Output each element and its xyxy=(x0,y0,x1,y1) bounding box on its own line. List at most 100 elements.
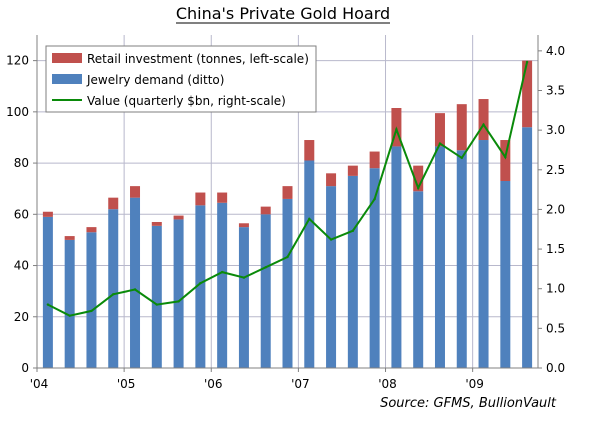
left-tick-label: 120 xyxy=(6,54,29,68)
value-line xyxy=(46,60,529,317)
value-point xyxy=(46,303,50,306)
right-tick-label: 1.0 xyxy=(546,282,565,296)
value-point xyxy=(329,238,333,241)
bar-jewelry xyxy=(282,198,293,368)
left-axis-ticks: 0 20 40 60 80 100 120 xyxy=(6,54,37,375)
value-point xyxy=(438,142,442,145)
right-tick-label: 2.5 xyxy=(546,163,565,177)
value-point xyxy=(416,186,420,190)
x-tick-label: '07 xyxy=(291,377,310,391)
bar-jewelry xyxy=(413,191,424,368)
right-axis-ticks: 0.0 0.5 1.0 1.5 2.0 2.5 3.0 3.5 4.0 xyxy=(538,44,565,375)
bar-jewelry xyxy=(64,239,75,368)
x-tick-label: '09 xyxy=(465,377,484,391)
legend-label-jewelry: Jewelry demand (ditto) xyxy=(86,73,224,87)
bar-retail xyxy=(434,113,445,147)
bar-retail xyxy=(86,227,97,233)
right-tick-label: 4.0 xyxy=(546,44,565,58)
value-point xyxy=(90,309,93,313)
value-point xyxy=(155,303,159,306)
value-point xyxy=(482,123,485,126)
bar-jewelry xyxy=(347,175,358,368)
legend-swatch-retail xyxy=(52,53,82,63)
bar-jewelry xyxy=(434,146,445,368)
value-point xyxy=(68,314,71,317)
bar-jewelry xyxy=(195,205,206,368)
right-tick-label: 0.5 xyxy=(546,321,565,335)
bar-jewelry xyxy=(130,197,141,368)
value-point xyxy=(242,276,246,279)
value-point xyxy=(395,128,398,131)
right-tick-label: 1.5 xyxy=(546,242,565,256)
legend: Retail investment (tonnes, left-scale) J… xyxy=(45,45,317,113)
bar-jewelry xyxy=(108,209,119,368)
left-tick-label: 20 xyxy=(14,310,29,324)
bar-retail xyxy=(304,140,315,161)
x-tick-label: '08 xyxy=(378,377,397,391)
bar-retail xyxy=(195,192,206,206)
bar-retail xyxy=(64,236,75,240)
bar-retail xyxy=(238,223,249,228)
bar-retail xyxy=(260,206,271,215)
bar-jewelry xyxy=(500,181,511,368)
value-point xyxy=(504,155,507,159)
right-tick-label: 3.5 xyxy=(546,84,565,98)
bar-jewelry xyxy=(260,214,271,368)
value-point xyxy=(133,288,137,291)
bar-jewelry xyxy=(391,146,402,368)
bar-jewelry xyxy=(456,150,467,368)
bar-retail xyxy=(347,165,358,176)
bar-jewelry xyxy=(238,227,249,368)
left-tick-label: 80 xyxy=(14,156,29,170)
bar-retail xyxy=(130,186,141,198)
legend-label-retail: Retail investment (tonnes, left-scale) xyxy=(87,52,309,66)
bar-retail xyxy=(173,215,184,220)
left-tick-label: 60 xyxy=(14,207,29,221)
bar-retail xyxy=(217,192,228,203)
bar-retail xyxy=(108,197,119,210)
bar-jewelry xyxy=(151,225,162,368)
legend-box xyxy=(45,45,317,113)
right-tick-label: 2.0 xyxy=(546,202,565,216)
value-point xyxy=(525,60,529,64)
value-point xyxy=(351,229,355,233)
value-point xyxy=(112,293,115,296)
bar-retail xyxy=(413,165,424,192)
bar-jewelry xyxy=(86,232,97,368)
bar-jewelry xyxy=(304,160,315,368)
bar-retail xyxy=(42,211,53,217)
bar-retail xyxy=(369,151,380,169)
bars xyxy=(42,60,533,368)
bar-retail xyxy=(151,221,162,226)
bar-jewelry xyxy=(217,202,228,368)
x-tick-label: '04 xyxy=(30,377,49,391)
bar-jewelry xyxy=(42,216,53,368)
value-point xyxy=(264,266,267,269)
bar-retail xyxy=(478,99,489,141)
legend-label-value: Value (quarterly $bn, right-scale) xyxy=(87,94,286,108)
value-point xyxy=(177,300,180,303)
bar-jewelry xyxy=(478,140,489,368)
bar-jewelry xyxy=(522,127,533,368)
left-tick-label: 0 xyxy=(21,361,29,375)
bar-jewelry xyxy=(369,168,380,368)
bar-retail xyxy=(282,186,293,199)
bar-retail xyxy=(456,104,467,151)
left-tick-label: 100 xyxy=(6,105,29,119)
bar-retail xyxy=(326,173,337,187)
right-tick-label: 0.0 xyxy=(546,361,565,375)
left-tick-label: 40 xyxy=(14,259,29,273)
value-point xyxy=(460,156,463,160)
value-point xyxy=(220,270,224,274)
x-tick-label: '05 xyxy=(117,377,136,391)
bar-retail xyxy=(500,140,511,182)
chart-title: China's Private Gold Hoard xyxy=(176,4,390,23)
value-point xyxy=(286,255,289,259)
value-point xyxy=(308,217,311,221)
bar-jewelry xyxy=(173,219,184,368)
source-note: Source: GFMS, BullionVault xyxy=(380,396,557,411)
value-point xyxy=(199,281,202,285)
bar-retail xyxy=(522,60,533,128)
value-point xyxy=(373,197,376,201)
